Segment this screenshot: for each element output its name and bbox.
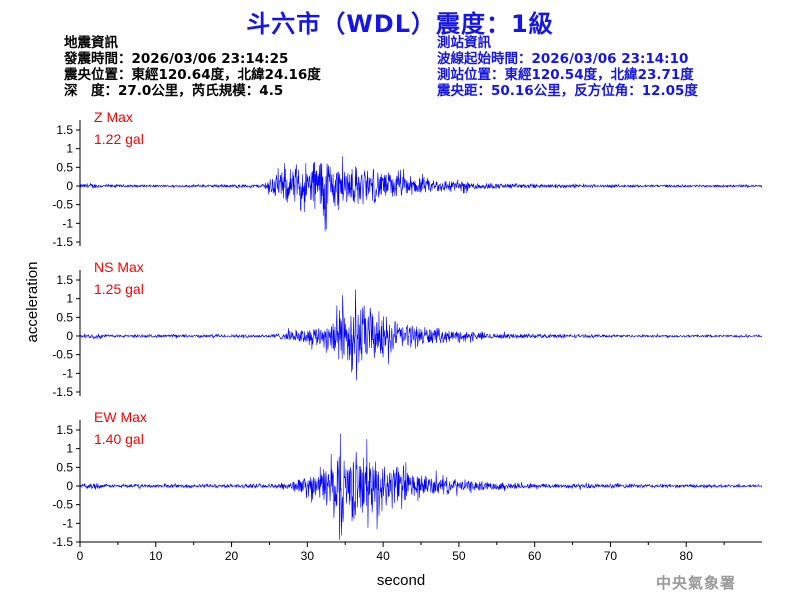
agency-watermark: 中央氣象署 [656, 574, 737, 592]
panel-max-z: 1.22 gal [94, 131, 144, 147]
y-tick-label: 0 [66, 179, 73, 193]
page-title: 斗六市（WDL）震度：1級 [246, 10, 554, 38]
waveform-trace-z [79, 156, 763, 232]
x-tick-label: 40 [376, 549, 390, 563]
x-tick-label: 70 [604, 549, 618, 563]
origin-time: 發震時間：2026/03/06 23:14:25 [64, 51, 289, 67]
y-tick-label: 1 [66, 142, 73, 156]
earthquake-info: 地震資訊 發震時間：2026/03/06 23:14:25 震央位置：東經120… [64, 35, 321, 99]
y-tick-label: -1 [62, 216, 73, 230]
y-tick-label: -1 [62, 366, 73, 380]
y-tick-label: 1.5 [56, 123, 73, 137]
y-tick-label: 0.5 [56, 160, 73, 174]
x-tick-label: 50 [452, 549, 466, 563]
y-tick-label: -1.5 [52, 385, 73, 399]
panel-label-z: Z Max [94, 109, 133, 125]
x-tick-label: 10 [149, 549, 163, 563]
y-tick-label: -0.5 [52, 498, 73, 512]
y-tick-label: -1 [62, 516, 73, 530]
y-tick-label: 1 [66, 292, 73, 306]
y-axis-title: acceleration [24, 262, 41, 343]
x-tick-label: 30 [301, 549, 315, 563]
y-tick-label: -0.5 [52, 198, 73, 212]
waveform-trace-ns [79, 289, 763, 381]
epicentral-distance: 震央距：50.16公里，反方位角：12.05度 [437, 83, 698, 99]
y-tick-label: 1.5 [56, 423, 73, 437]
y-tick-label: 0.5 [56, 310, 73, 324]
station-info-heading: 測站資訊 [437, 35, 491, 51]
y-tick-label: -1.5 [52, 235, 73, 249]
wave-start-time: 波線起始時間：2026/03/06 23:14:10 [437, 51, 689, 67]
y-tick-label: 0 [66, 329, 73, 343]
panel-label-ew: EW Max [94, 409, 147, 425]
panel-max-ns: 1.25 gal [94, 281, 144, 297]
x-tick-label: 80 [680, 549, 694, 563]
x-axis-title: second [377, 572, 425, 589]
x-tick-label: 20 [225, 549, 239, 563]
station-location: 測站位置：東經120.54度，北緯23.71度 [437, 67, 694, 83]
epicenter-location: 震央位置：東經120.64度，北緯24.16度 [64, 67, 321, 83]
y-tick-label: -1.5 [52, 535, 73, 549]
x-tick-label: 60 [528, 549, 542, 563]
x-tick-label: 0 [77, 549, 84, 563]
station-info: 測站資訊 波線起始時間：2026/03/06 23:14:10 測站位置：東經1… [437, 35, 698, 99]
y-tick-label: -0.5 [52, 348, 73, 362]
y-tick-label: 0.5 [56, 460, 73, 474]
y-tick-label: 1.5 [56, 273, 73, 287]
depth-magnitude: 深 度：27.0公里，芮氏規模：4.5 [64, 83, 284, 99]
waveform-trace-ew [79, 433, 763, 541]
y-tick-label: 1 [66, 442, 73, 456]
earthquake-info-heading: 地震資訊 [64, 35, 118, 51]
panel-max-ew: 1.40 gal [94, 431, 144, 447]
panel-label-ns: NS Max [94, 259, 144, 275]
y-tick-label: 0 [66, 479, 73, 493]
